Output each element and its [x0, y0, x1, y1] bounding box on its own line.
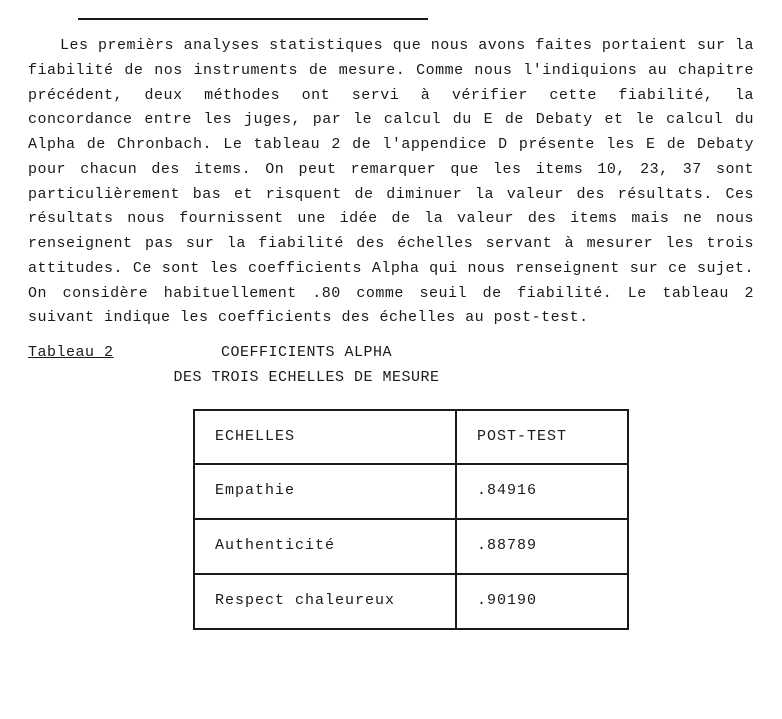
cell-value: .88789: [456, 519, 628, 574]
alpha-coefficients-table: ECHELLES POST-TEST Empathie .84916 Authe…: [193, 409, 629, 630]
table-row: Empathie .84916: [194, 464, 628, 519]
cell-echelle: Respect chaleureux: [194, 574, 456, 629]
table-title: COEFFICIENTS ALPHA DES TROIS ECHELLES DE…: [174, 341, 440, 391]
table-header-row: ECHELLES POST-TEST: [194, 410, 628, 465]
table-label: Tableau 2: [28, 341, 174, 366]
table-row: Authenticité .88789: [194, 519, 628, 574]
table-row: Respect chaleureux .90190: [194, 574, 628, 629]
col-header-echelles: ECHELLES: [194, 410, 456, 465]
table-title-line2: DES TROIS ECHELLES DE MESURE: [174, 366, 440, 391]
table-container: ECHELLES POST-TEST Empathie .84916 Authe…: [68, 409, 754, 630]
cell-echelle: Authenticité: [194, 519, 456, 574]
body-paragraph: Les premièrs analyses statistiques que n…: [28, 34, 754, 331]
section-divider: [78, 18, 428, 20]
table-title-line1: COEFFICIENTS ALPHA: [174, 341, 440, 366]
cell-echelle: Empathie: [194, 464, 456, 519]
cell-value: .84916: [456, 464, 628, 519]
table-heading-row: Tableau 2 COEFFICIENTS ALPHA DES TROIS E…: [28, 341, 754, 391]
col-header-posttest: POST-TEST: [456, 410, 628, 465]
cell-value: .90190: [456, 574, 628, 629]
